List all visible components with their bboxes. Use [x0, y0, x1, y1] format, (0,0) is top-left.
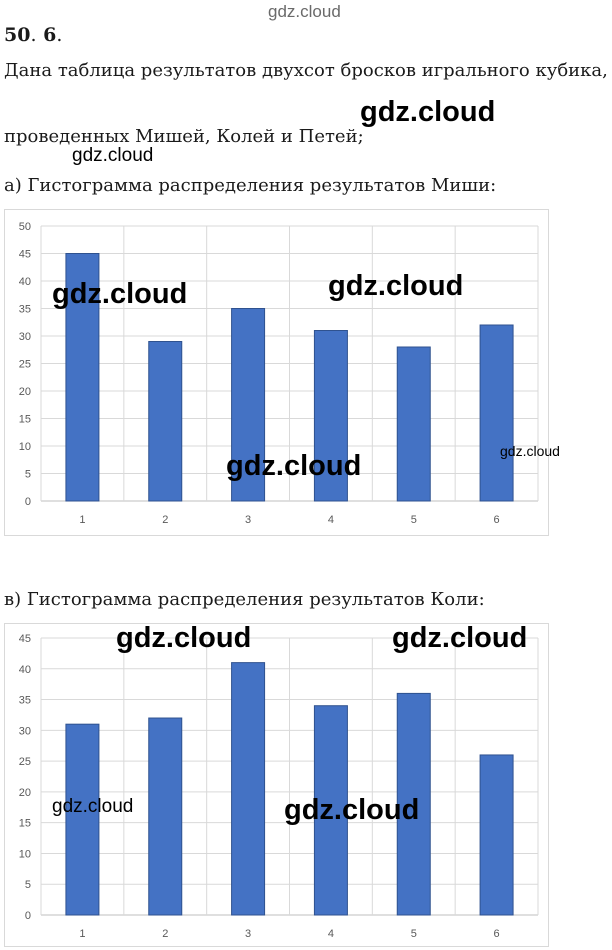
watermark-header-big: gdz.cloud: [360, 96, 496, 128]
watermark-top: gdz.cloud: [268, 2, 341, 21]
watermark-chart1-3: gdz.cloud: [226, 450, 362, 482]
problem-number-sub: 6: [43, 24, 57, 46]
problem-number-end: .: [56, 24, 63, 46]
chart-kolya: 0 5 10 15 20 25 30 35 40 45 1 2 3 4 5 6: [4, 623, 549, 947]
y-tick-label: 25: [19, 756, 31, 768]
y-tick-label: 40: [19, 664, 31, 676]
problem-text-line-1: Дана таблица результатов двухсот бросков…: [4, 60, 608, 81]
bar: [396, 692, 431, 916]
bar: [313, 330, 348, 502]
watermark-header-small: gdz.cloud: [72, 145, 154, 166]
y-tick-label: 45: [19, 633, 31, 645]
chart-misha: 0 5 10 15 20 25 30 35 40 45 50 1 2 3 4 5 6: [4, 209, 549, 536]
caption-chart-misha: а) Гистограмма распределения результатов…: [4, 175, 497, 196]
x-tick-label: 5: [411, 514, 417, 526]
watermark-chart2-4: gdz.cloud: [284, 794, 420, 826]
x-tick-label: 6: [494, 514, 500, 526]
x-tick-label: 2: [162, 928, 168, 940]
bar: [148, 341, 183, 502]
watermark-chart2-1: gdz.cloud: [116, 622, 252, 654]
y-tick-label: 45: [19, 249, 31, 261]
x-tick-label: 1: [79, 514, 85, 526]
y-tick-label: 0: [25, 910, 31, 922]
y-tick-label: 0: [25, 496, 31, 508]
y-tick-label: 40: [19, 276, 31, 288]
y-tick-label: 10: [19, 848, 31, 860]
bar: [148, 717, 183, 916]
watermark-chart1-1: gdz.cloud: [52, 278, 188, 310]
y-tick-label: 20: [19, 787, 31, 799]
bar: [479, 324, 514, 502]
y-tick-label: 25: [19, 359, 31, 371]
y-tick-label: 15: [19, 414, 31, 426]
x-tick-label: 2: [162, 514, 168, 526]
x-tick-label: 3: [245, 928, 251, 940]
watermark-chart1-4: gdz.cloud: [500, 443, 560, 459]
y-tick-label: 5: [25, 879, 31, 891]
y-tick-label: 50: [19, 221, 31, 233]
watermark-chart1-2: gdz.cloud: [328, 270, 464, 302]
problem-number-main: 50: [4, 24, 31, 46]
watermark-chart2-3: gdz.cloud: [52, 796, 134, 817]
x-tick-label: 3: [245, 514, 251, 526]
y-tick-label: 30: [19, 725, 31, 737]
problem-text-line-2: проведенных Мишей, Колей и Петей;: [4, 126, 364, 147]
bar: [313, 705, 348, 916]
problem-number: 50. 6.: [4, 24, 62, 46]
bar: [231, 308, 266, 502]
y-tick-label: 35: [19, 304, 31, 316]
y-tick-label: 15: [19, 818, 31, 830]
y-tick-label: 20: [19, 386, 31, 398]
bar: [231, 662, 266, 916]
x-tick-label: 4: [328, 928, 334, 940]
watermark-chart2-2: gdz.cloud: [392, 622, 528, 654]
y-tick-label: 10: [19, 441, 31, 453]
y-tick-label: 30: [19, 331, 31, 343]
bar: [65, 253, 100, 502]
bar: [396, 346, 431, 502]
x-tick-label: 1: [79, 928, 85, 940]
bar: [65, 723, 100, 916]
y-tick-label: 35: [19, 695, 31, 707]
bar: [479, 754, 514, 916]
problem-number-dot: .: [30, 24, 37, 46]
x-tick-label: 5: [411, 928, 417, 940]
x-tick-label: 6: [494, 928, 500, 940]
x-tick-label: 4: [328, 514, 334, 526]
caption-chart-kolya: в) Гистограмма распределения результатов…: [4, 589, 485, 610]
y-tick-label: 5: [25, 469, 31, 481]
